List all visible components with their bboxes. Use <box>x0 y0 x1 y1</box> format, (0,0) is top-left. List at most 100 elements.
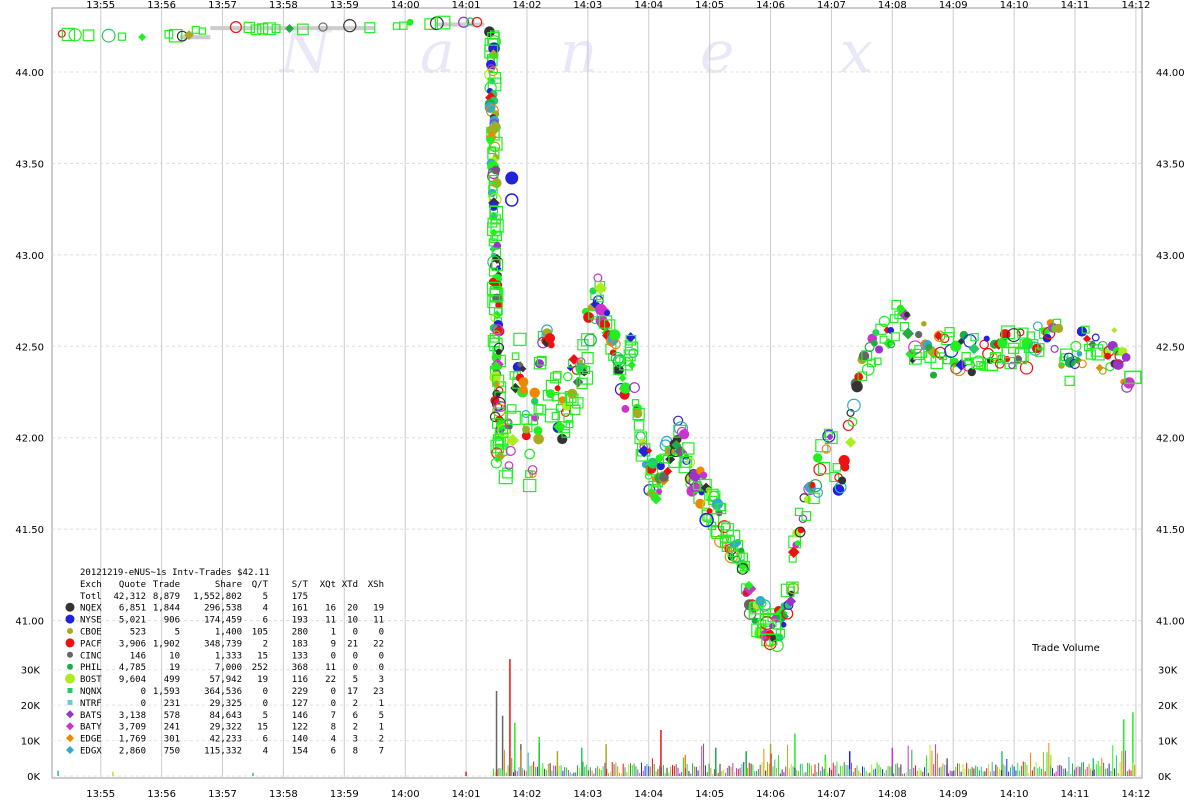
y-tick-label-right: 41.50 <box>1156 525 1185 536</box>
legend-cell: 0 <box>141 699 146 709</box>
x-tick-label-bottom: 14:08 <box>878 789 907 800</box>
quote-square-marker <box>569 404 581 416</box>
legend-cell: 368 <box>292 663 308 673</box>
trade-diamond-marker <box>845 436 857 448</box>
trade-dot-marker <box>647 457 659 469</box>
legend-cell: 1,902 <box>153 639 180 649</box>
price-markers <box>57 15 1142 653</box>
legend-column-header: Quote <box>119 580 146 590</box>
legend-cell: 11 <box>325 663 336 673</box>
trade-dot-marker <box>679 429 690 440</box>
volume-tick-label-right: 30K <box>1158 666 1178 677</box>
legend-cell: 364,536 <box>204 687 242 697</box>
quote-square-marker <box>489 287 504 302</box>
trade-dot-marker <box>769 622 776 630</box>
trade-dot-marker <box>887 327 895 334</box>
trade-dot-marker <box>871 339 878 347</box>
trade-dot-marker <box>638 438 647 447</box>
legend-cell: 1,844 <box>153 604 180 614</box>
legend-cell: 6,851 <box>119 604 146 614</box>
quote-circle-marker <box>682 456 691 465</box>
legend-cell: 3 <box>379 675 384 685</box>
legend-exchange-name: NQNX <box>80 687 102 697</box>
quote-square-marker <box>581 365 591 374</box>
quote-square-marker <box>801 511 812 521</box>
trade-dot-marker <box>632 408 643 419</box>
legend-cell: 133 <box>292 651 308 661</box>
x-tick-label-top: 13:56 <box>147 0 176 11</box>
watermark-letter: e <box>700 18 734 86</box>
quote-square-marker <box>576 364 587 375</box>
trade-dot-marker <box>706 508 713 514</box>
legend-marker <box>67 663 73 670</box>
y-tick-label-left: 43.00 <box>15 251 44 262</box>
legend-column-header: Exch <box>80 580 102 590</box>
legend-marker <box>65 673 75 684</box>
legend-marker <box>67 628 73 634</box>
quote-square-marker <box>511 352 520 361</box>
legend-cell: 146 <box>130 651 146 661</box>
quote-circle-marker <box>583 333 597 347</box>
trade-diamond-marker <box>744 580 754 591</box>
legend-cell: 154 <box>292 747 308 757</box>
legend-cell: 16 <box>325 604 336 614</box>
quote-square-marker <box>733 540 744 550</box>
quote-square-marker <box>572 397 584 409</box>
legend-column-header: S/T <box>292 580 309 590</box>
x-tick-label-bottom: 13:55 <box>86 789 115 800</box>
quote-square-marker <box>624 341 639 355</box>
legend-cell: 2 <box>379 735 384 745</box>
legend-cell: 906 <box>164 616 180 626</box>
quote-square-marker <box>964 357 972 366</box>
trade-dot-marker <box>531 397 539 406</box>
trade-dot-marker <box>921 320 927 327</box>
legend-cell: 2 <box>263 639 268 649</box>
legend-cell: 0 <box>353 651 358 661</box>
volume-tick-label-right: 10K <box>1158 737 1178 748</box>
legend-cell: 1 <box>379 699 384 709</box>
y-tick-label-left: 41.50 <box>15 525 44 536</box>
legend-cell: 122 <box>292 723 308 733</box>
trade-dot-marker <box>534 359 544 369</box>
legend-marker <box>66 746 74 754</box>
trade-dot-marker <box>959 330 969 340</box>
trade-dot-marker <box>656 488 663 495</box>
trade-dot-marker <box>558 396 567 404</box>
trade-dot-marker <box>487 188 497 198</box>
quote-square-marker <box>544 408 559 423</box>
trade-dot-marker <box>613 364 624 376</box>
quote-square-marker <box>879 335 888 344</box>
legend-cell: 301 <box>164 735 180 745</box>
quote-circle-marker <box>527 465 538 475</box>
legend-cell: 140 <box>292 735 308 745</box>
quote-square-marker <box>424 18 436 30</box>
quote-square-marker <box>890 332 900 342</box>
quote-square-marker <box>646 463 659 476</box>
y-tick-label-right: 42.50 <box>1156 342 1185 353</box>
quote-circle-marker <box>101 28 116 43</box>
quote-circle-marker <box>458 16 470 28</box>
legend-cell: 7,000 <box>215 663 242 673</box>
quote-square-marker <box>82 29 95 42</box>
trade-dot-marker <box>997 337 1008 349</box>
x-tick-label-bottom: 14:00 <box>391 789 420 800</box>
quote-square-marker <box>271 24 281 34</box>
x-tick-label-top: 13:57 <box>208 0 237 11</box>
legend-column-header: XQt <box>320 580 336 590</box>
quote-circle-marker <box>846 408 855 417</box>
quote-circle-marker <box>686 457 696 467</box>
quote-square-marker <box>739 560 750 572</box>
trade-dot-marker <box>904 311 910 318</box>
trade-diamond-marker <box>284 24 294 34</box>
quote-square-marker <box>561 429 571 438</box>
trade-dot-marker <box>533 426 543 435</box>
quote-circle-marker <box>673 415 684 426</box>
quote-circle-marker <box>861 363 875 376</box>
trade-dot-marker <box>915 330 923 339</box>
trade-dot-marker <box>544 333 556 344</box>
quote-square-marker <box>716 502 726 512</box>
legend-cell: 5,021 <box>119 616 146 626</box>
quote-square-marker <box>436 15 451 30</box>
quote-square-marker <box>633 420 645 431</box>
quote-circle-marker <box>487 64 496 72</box>
